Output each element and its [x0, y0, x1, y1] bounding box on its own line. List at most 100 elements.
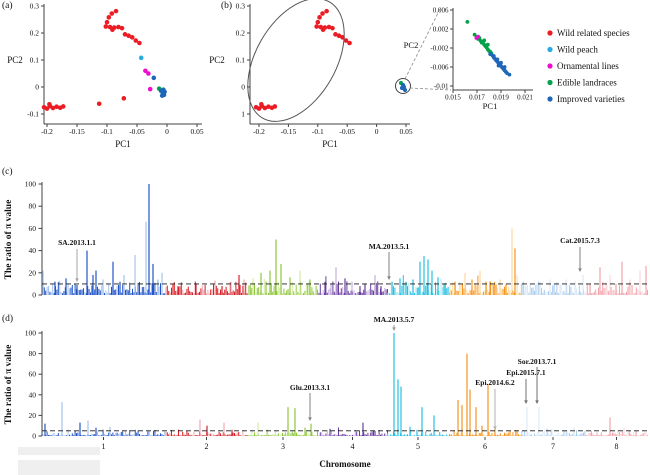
- svg-text:The ratio of π value: The ratio of π value: [4, 200, 14, 280]
- cluster-ellipse: [247, 0, 345, 122]
- svg-text:Glu.2013.3.1: Glu.2013.3.1: [290, 383, 330, 392]
- svg-text:0.015: 0.015: [445, 94, 461, 102]
- svg-text:4: 4: [351, 442, 355, 451]
- svg-text:Wild related species: Wild related species: [557, 28, 630, 38]
- legend-dot-green: [547, 79, 553, 86]
- legend-item: Wild related species: [547, 28, 630, 38]
- svg-text:0.3: 0.3: [236, 2, 246, 11]
- svg-text:-0.1: -0.1: [101, 127, 113, 136]
- svg-text:Sor.2013.7.1: Sor.2013.7.1: [518, 357, 557, 366]
- legend-dot-cyan: [547, 46, 553, 53]
- inset-series-green: [465, 19, 494, 56]
- svg-text:0: 0: [32, 432, 36, 441]
- svg-text:Improved varieties: Improved varieties: [557, 94, 625, 104]
- svg-text:0: 0: [165, 127, 169, 136]
- inset-series-magenta: [474, 34, 481, 40]
- svg-text:PC1: PC1: [483, 101, 498, 111]
- svg-text:-0.006: -0.006: [430, 64, 449, 72]
- svg-text:0.3: 0.3: [30, 2, 40, 11]
- svg-text:-0.1: -0.1: [312, 127, 324, 136]
- svg-text:40: 40: [29, 390, 37, 399]
- svg-text:PC2: PC2: [7, 55, 23, 65]
- svg-text:0: 0: [241, 83, 245, 92]
- svg-text:PC1: PC1: [322, 139, 338, 149]
- svg-text:6: 6: [483, 442, 487, 451]
- legend: Wild related species Wild peach Ornamental…: [547, 28, 630, 104]
- svg-text:Epi.2014.6.2: Epi.2014.6.2: [475, 378, 515, 387]
- svg-text:Chromosome: Chromosome: [319, 459, 370, 469]
- panel-b-pca-plot: -0.2 -0.15 -0.1 -0.05 0 0.05 0.3 0.2 0.1 0 1 PC1 PC2: [209, 0, 452, 149]
- panel-a-pca-plot: -0.2 -0.15 -0.1 -0.05 0 0.050.30.20.10-0.1PC1…: [7, 2, 204, 150]
- svg-text:-0.05: -0.05: [339, 127, 355, 136]
- svg-text:20: 20: [29, 268, 37, 277]
- series-cyan: [138, 55, 144, 61]
- svg-text:80: 80: [29, 202, 37, 211]
- svg-text:Edible landraces: Edible landraces: [557, 78, 617, 88]
- panel-label-b: (b): [221, 1, 233, 11]
- svg-text:MA.2013.5.7: MA.2013.5.7: [374, 315, 415, 324]
- legend-dot-red: [547, 30, 553, 36]
- svg-text:60: 60: [29, 370, 37, 379]
- svg-text:Epi.2015.7.1: Epi.2015.7.1: [506, 368, 546, 377]
- zoom-guide-line: [409, 87, 452, 91]
- svg-text:-0.15: -0.15: [69, 127, 85, 136]
- svg-text:100: 100: [25, 329, 37, 338]
- svg-text:0.021: 0.021: [517, 94, 533, 102]
- annotation-SA.2013.1.1: SA.2013.1.1: [58, 238, 96, 282]
- panel-label-a: (a): [2, 1, 13, 11]
- zoom-guide-line: [404, 8, 441, 80]
- svg-text:0: 0: [32, 291, 36, 300]
- legend-dot-blue: [547, 96, 553, 102]
- svg-text:0: 0: [35, 83, 39, 92]
- annotation-Glu.2013.3.1: Glu.2013.3.1: [290, 383, 330, 421]
- svg-text:0: 0: [375, 127, 379, 136]
- series-blue: [151, 75, 167, 98]
- svg-text:20: 20: [29, 411, 37, 420]
- svg-text:0.019: 0.019: [493, 94, 509, 102]
- svg-text:PC2: PC2: [404, 40, 419, 50]
- annotation-Cat.2015.7.3: Cat.2015.7.3: [560, 236, 600, 272]
- svg-text:-0.002: -0.002: [430, 45, 449, 53]
- series-red: [253, 8, 352, 111]
- svg-text:5: 5: [416, 442, 420, 451]
- panel-label-c: (c): [2, 167, 13, 177]
- panel-c-manhattan: 0 20 40 60 80 100 The ratio of π value SA.2013.…: [4, 180, 648, 300]
- panel-c-manhattan-bars: [42, 184, 648, 295]
- caption-placeholder-strip-2: [18, 460, 100, 475]
- svg-text:-0.01: -0.01: [434, 83, 449, 91]
- svg-text:PC1: PC1: [115, 139, 131, 149]
- svg-text:7: 7: [551, 442, 555, 451]
- annotation-Sor.2013.7.1: Sor.2013.7.1: [518, 357, 557, 404]
- series-red: [41, 8, 142, 111]
- caption-placeholder-strip-1: [18, 447, 100, 455]
- highlighted-cluster: [398, 80, 408, 93]
- svg-text:0.1: 0.1: [30, 56, 40, 65]
- svg-text:8: 8: [615, 442, 619, 451]
- svg-text:0.002: 0.002: [433, 26, 449, 34]
- svg-text:The ratio of π value: The ratio of π value: [4, 345, 14, 425]
- panel-d-manhattan: 0 20 40 60 80 100 The ratio of π value 1 2 3 4 5 6 7 8…: [4, 315, 648, 469]
- svg-text:SA.2013.1.1: SA.2013.1.1: [58, 238, 96, 247]
- svg-text:40: 40: [29, 246, 37, 255]
- svg-text:MA.2013.5.1: MA.2013.5.1: [369, 242, 410, 251]
- svg-text:0.05: 0.05: [399, 127, 412, 136]
- svg-text:60: 60: [29, 224, 37, 233]
- svg-text:100: 100: [25, 180, 37, 189]
- svg-text:Wild peach: Wild peach: [557, 45, 598, 55]
- panel-b-inset-plot: 0.015 0.017 0.019 0.021 0.006 0.002 -0.002 -0.0…: [404, 7, 534, 112]
- svg-text:-0.1: -0.1: [27, 110, 39, 119]
- svg-text:0.2: 0.2: [30, 29, 40, 38]
- svg-text:-0.2: -0.2: [253, 127, 265, 136]
- svg-text:0.017: 0.017: [469, 94, 485, 102]
- svg-text:0.006: 0.006: [433, 7, 449, 15]
- svg-text:-0.05: -0.05: [129, 127, 145, 136]
- annotation-Epi.2015.7.1: Epi.2015.7.1: [506, 368, 546, 404]
- svg-text:3: 3: [281, 442, 285, 451]
- svg-text:Cat.2015.7.3: Cat.2015.7.3: [560, 236, 600, 245]
- panel-label-d: (d): [2, 314, 14, 324]
- svg-text:-0.2: -0.2: [41, 127, 53, 136]
- svg-text:1: 1: [102, 442, 106, 451]
- annotation-MA.2013.5.1: MA.2013.5.1: [369, 242, 410, 280]
